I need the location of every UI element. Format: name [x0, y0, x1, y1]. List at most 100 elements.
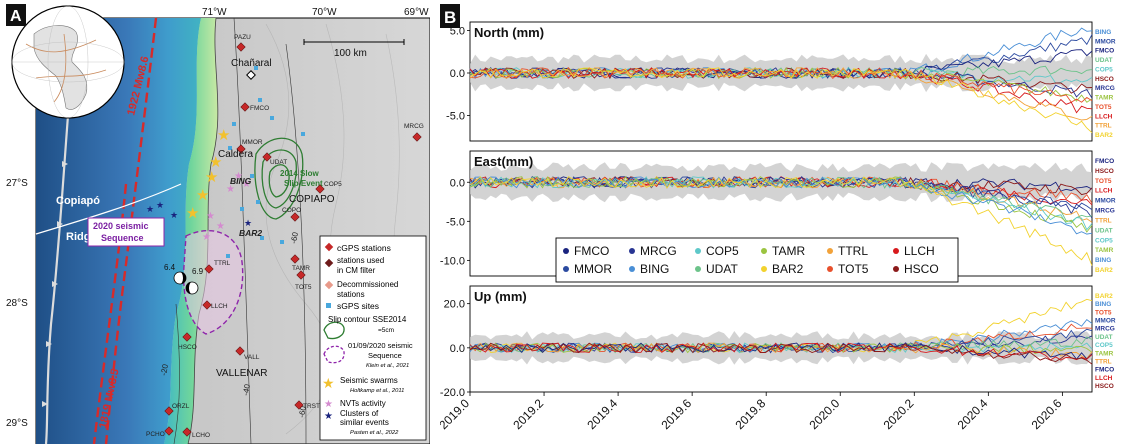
globe-inset — [11, 5, 125, 119]
legend-marker — [827, 266, 833, 272]
y-tick-label: 0.0 — [450, 177, 465, 189]
legend-marker — [761, 266, 767, 272]
end-label: UDAT — [1095, 334, 1113, 341]
end-label: COP5 — [1095, 67, 1113, 74]
svg-text:★: ★ — [206, 211, 215, 222]
end-label: TTRL — [1095, 218, 1112, 225]
timeseries-panel: B North (mm)5.00.0-5.0BINGMMORFMCOUDATCO… — [440, 4, 1116, 432]
series-line-mrcg — [469, 175, 1093, 219]
legend-label: TAMR — [772, 244, 805, 258]
svg-text:★: ★ — [205, 169, 218, 186]
station-label: VALL — [244, 354, 260, 361]
station-labels: PAZU FMCO MMOR MRCG UDAT COP5 COPO TAMR … — [146, 34, 424, 439]
legend-marker — [827, 248, 833, 254]
panel-b-label: B — [444, 8, 456, 27]
legend-swarm-ref: Holtkamp et al., 2011 — [350, 388, 404, 394]
y-tick-label: -20.0 — [440, 387, 465, 399]
continental-shelf — [164, 18, 218, 444]
sequence-label-2: Sequence — [101, 233, 144, 243]
label-bing: BING — [230, 176, 252, 186]
legend-marker — [563, 248, 569, 254]
legend-sgps: sGPS sites — [337, 301, 379, 311]
svg-text:★: ★ — [217, 127, 230, 144]
legend-swarm: Seismic swarms — [340, 376, 398, 385]
series-line-bar2 — [469, 176, 1093, 266]
legend-label: BAR2 — [772, 262, 804, 276]
depth-label: -20 — [159, 363, 170, 376]
sgps-markers — [226, 66, 305, 258]
legend-cm-1: stations used — [337, 256, 384, 265]
end-label: BAR2 — [1095, 293, 1113, 300]
station-label: COPO — [282, 207, 301, 214]
subplot: North (mm) 5.0 0.0 -5.0 BING MMOR FMCO UDAT COP5… — [446, 21, 1116, 142]
nvt-stars: ★★★★★★ — [202, 171, 251, 243]
svg-text:★: ★ — [156, 200, 164, 210]
focal-mechanisms — [173, 271, 199, 295]
x-tick-label: 2019.0 — [440, 396, 472, 432]
end-label: HSCO — [1095, 168, 1114, 175]
lon-tick: 71°W — [202, 7, 227, 18]
end-label: LLCH — [1095, 188, 1113, 195]
legend-clusters-2: similar events — [340, 418, 389, 427]
cluster-stars: ★ ★★★ — [146, 200, 252, 228]
end-label: COP5 — [1095, 237, 1113, 244]
lon-tick: 70°W — [312, 7, 337, 18]
station-label: PAZU — [234, 34, 251, 41]
end-label: TAMR — [1095, 95, 1114, 102]
depth-label: -60 — [297, 405, 308, 418]
end-label: BING — [1095, 29, 1111, 36]
legend-nvt: NVTs activity — [340, 399, 386, 408]
legend-label: MMOR — [574, 262, 612, 276]
end-label: TOT5 — [1095, 104, 1112, 111]
scale-bar-label: 100 km — [334, 48, 367, 59]
legend-label: LLCH — [904, 244, 935, 258]
legend-label: MRCG — [640, 244, 677, 258]
station-label: LLCH — [211, 303, 228, 310]
end-label: BING — [1095, 301, 1111, 308]
station-label: ORZL — [172, 403, 190, 410]
legend-marker — [629, 248, 635, 254]
legend-decom-2: stations — [337, 290, 365, 299]
map-panel: 1922 Mw8.6 1819 Mw8.5 Copiapó Ridge -20 … — [6, 4, 430, 444]
y-tick-label: 0.0 — [450, 68, 465, 80]
svg-text:★: ★ — [196, 187, 209, 204]
mag-label: 6.9 — [192, 267, 204, 276]
series-line-hsco — [469, 342, 1093, 365]
y-tick-label: 20.0 — [444, 299, 465, 311]
legend-label: TOT5 — [838, 262, 869, 276]
y-tick-label: -5.0 — [446, 111, 465, 123]
end-label: COP5 — [1095, 342, 1113, 349]
svg-text:★: ★ — [244, 218, 252, 228]
subplot-title: Up (mm) — [474, 289, 527, 304]
swarm-stars: ★★★★★ — [186, 127, 230, 222]
map-legend: cGPS stations stations used in CM filter… — [319, 235, 427, 441]
station-label: TOT5 — [295, 284, 312, 291]
station-label: TRST — [303, 403, 320, 410]
svg-text:★: ★ — [146, 204, 154, 214]
end-label: MRCG — [1095, 85, 1115, 92]
legend-label: UDAT — [706, 262, 738, 276]
legend-cgps: cGPS stations — [337, 243, 391, 253]
legend-clusters-ref: Pasten et al., 2022 — [350, 430, 399, 436]
series-line-bar2 — [469, 67, 1093, 134]
end-label: HSCO — [1095, 76, 1114, 83]
lat-tick: 29°S — [6, 418, 28, 429]
rupture-1819 — [92, 183, 128, 444]
svg-text:★: ★ — [234, 171, 243, 182]
sse-label-2: Slip Event — [284, 179, 323, 188]
svg-text:★: ★ — [202, 232, 211, 243]
uncertainty-band — [470, 331, 1092, 365]
cgps-markers — [164, 42, 422, 437]
end-label: FMCO — [1095, 48, 1114, 55]
svg-text:★: ★ — [324, 399, 333, 410]
mag-label: 6.4 — [164, 263, 176, 272]
station-label: FMCO — [250, 105, 269, 112]
legend-label: HSCO — [904, 262, 939, 276]
sse-label-1: 2014 Slow — [280, 169, 319, 178]
legend-marker — [761, 248, 767, 254]
end-label: TAMR — [1095, 350, 1114, 357]
end-label: FMCO — [1095, 367, 1114, 374]
legend-marker — [695, 266, 701, 272]
x-tick-label: 2020.4 — [955, 396, 991, 432]
end-label: MRCG — [1095, 326, 1115, 333]
